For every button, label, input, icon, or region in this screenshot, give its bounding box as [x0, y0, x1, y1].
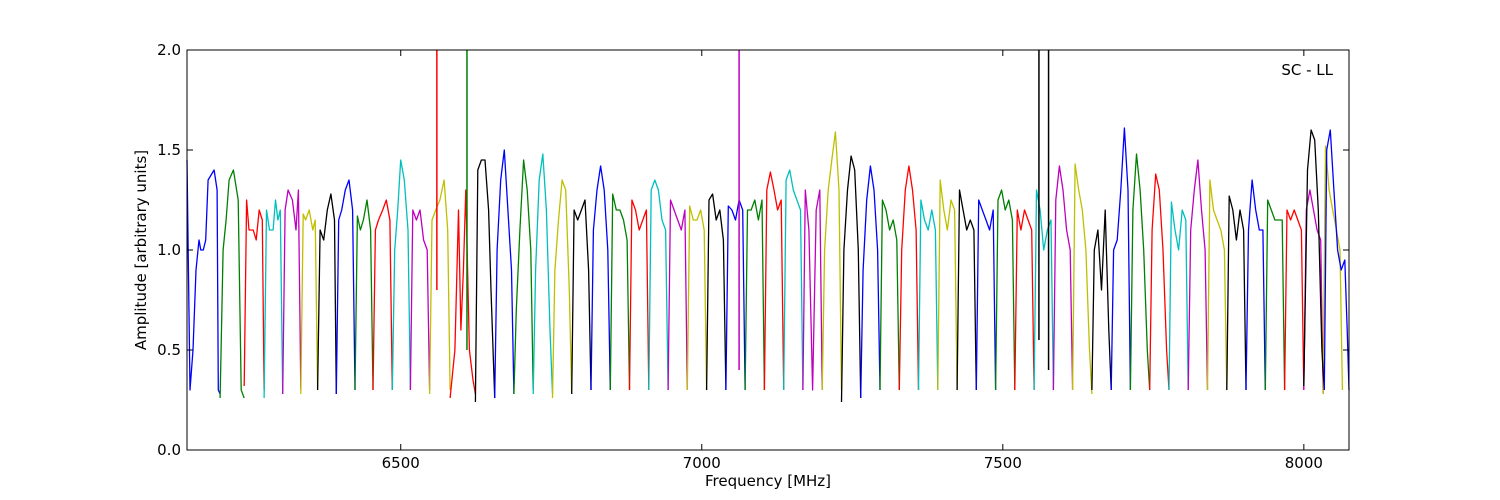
series-line-26: [705, 193, 727, 391]
series-line-30: [783, 169, 804, 391]
series-line-4: [282, 189, 302, 395]
series-line-55: [1264, 199, 1286, 391]
series-line-38: [937, 179, 958, 391]
series-line-39: [956, 189, 977, 391]
series-line-17: [532, 153, 554, 395]
series-line-10: [391, 159, 412, 391]
series-line-41: [994, 189, 1016, 391]
spike-layer: [436, 50, 1050, 370]
series-line-8: [354, 199, 374, 391]
series-line-13: [449, 189, 477, 399]
series-line-43: [1033, 189, 1055, 391]
series-layer: [186, 127, 1350, 403]
series-line-20: [590, 165, 611, 391]
series-line-54: [1245, 179, 1266, 391]
y-axis-label: Amplitude [arbitrary units]: [132, 150, 150, 350]
series-line-6: [316, 193, 337, 395]
y-axis: 0.0 0.5 1.0 1.5 2.0: [157, 41, 1349, 459]
series-line-35: [879, 199, 900, 391]
series-line-24: [667, 199, 688, 391]
x-axis: 6500 7000 7500 8000: [382, 50, 1323, 472]
series-line-7: [335, 179, 356, 395]
series-line-21: [609, 193, 631, 391]
x-axis-label: Frequency [MHz]: [705, 472, 831, 490]
series-line-23: [648, 179, 669, 391]
series-line-22: [628, 199, 650, 391]
annotation: SC - LL: [1281, 61, 1333, 79]
series-line-59: [1303, 129, 1325, 391]
series-line-58: [1322, 145, 1344, 395]
series-line-16: [513, 159, 534, 395]
y-tick-label: 0.5: [157, 341, 181, 359]
series-line-12: [428, 179, 451, 395]
series-line-18: [551, 179, 573, 399]
series-line-32: [821, 131, 843, 391]
series-line-1: [219, 169, 245, 399]
series-line-36: [898, 165, 920, 391]
plot-background: [187, 50, 1349, 450]
series-line-60: [1323, 129, 1350, 391]
series-line-27: [725, 199, 746, 391]
series-line-53: [1226, 195, 1247, 391]
series-line-48: [1129, 153, 1151, 391]
series-line-33: [840, 155, 862, 403]
series-line-34: [860, 165, 881, 399]
y-tick-label: 2.0: [157, 41, 181, 59]
series-line-11: [409, 209, 431, 391]
series-line-50: [1168, 201, 1189, 391]
series-line-28: [744, 199, 766, 391]
series-line-47: [1110, 127, 1132, 391]
series-line-29: [763, 171, 785, 391]
series-line-25: [686, 205, 708, 391]
series-line-31: [802, 189, 823, 391]
series-line-42: [1014, 209, 1035, 391]
series-line-45: [1071, 163, 1093, 395]
series-line-40: [975, 199, 997, 391]
series-line-46: [1091, 209, 1112, 391]
x-tick-label: 7000: [683, 454, 721, 472]
series-line-19: [571, 199, 592, 395]
series-line-2: [243, 199, 265, 391]
series-line-9: [372, 199, 393, 391]
x-tick-label: 6500: [382, 454, 420, 472]
series-line-37: [917, 199, 939, 391]
series-line-52: [1206, 179, 1228, 391]
series-line-49: [1149, 173, 1170, 391]
series-line-56: [1283, 209, 1305, 391]
series-line-3: [263, 199, 284, 399]
x-tick-label: 8000: [1285, 454, 1323, 472]
series-line-14: [474, 159, 496, 403]
y-tick-label: 0.0: [157, 441, 181, 459]
series-line-5: [300, 209, 319, 395]
y-tick-label: 1.0: [157, 241, 181, 259]
series-line-51: [1187, 159, 1209, 391]
x-tick-label: 7500: [984, 454, 1022, 472]
y-tick-label: 1.5: [157, 141, 181, 159]
series-line-44: [1052, 165, 1074, 391]
series-line-15: [494, 149, 515, 399]
